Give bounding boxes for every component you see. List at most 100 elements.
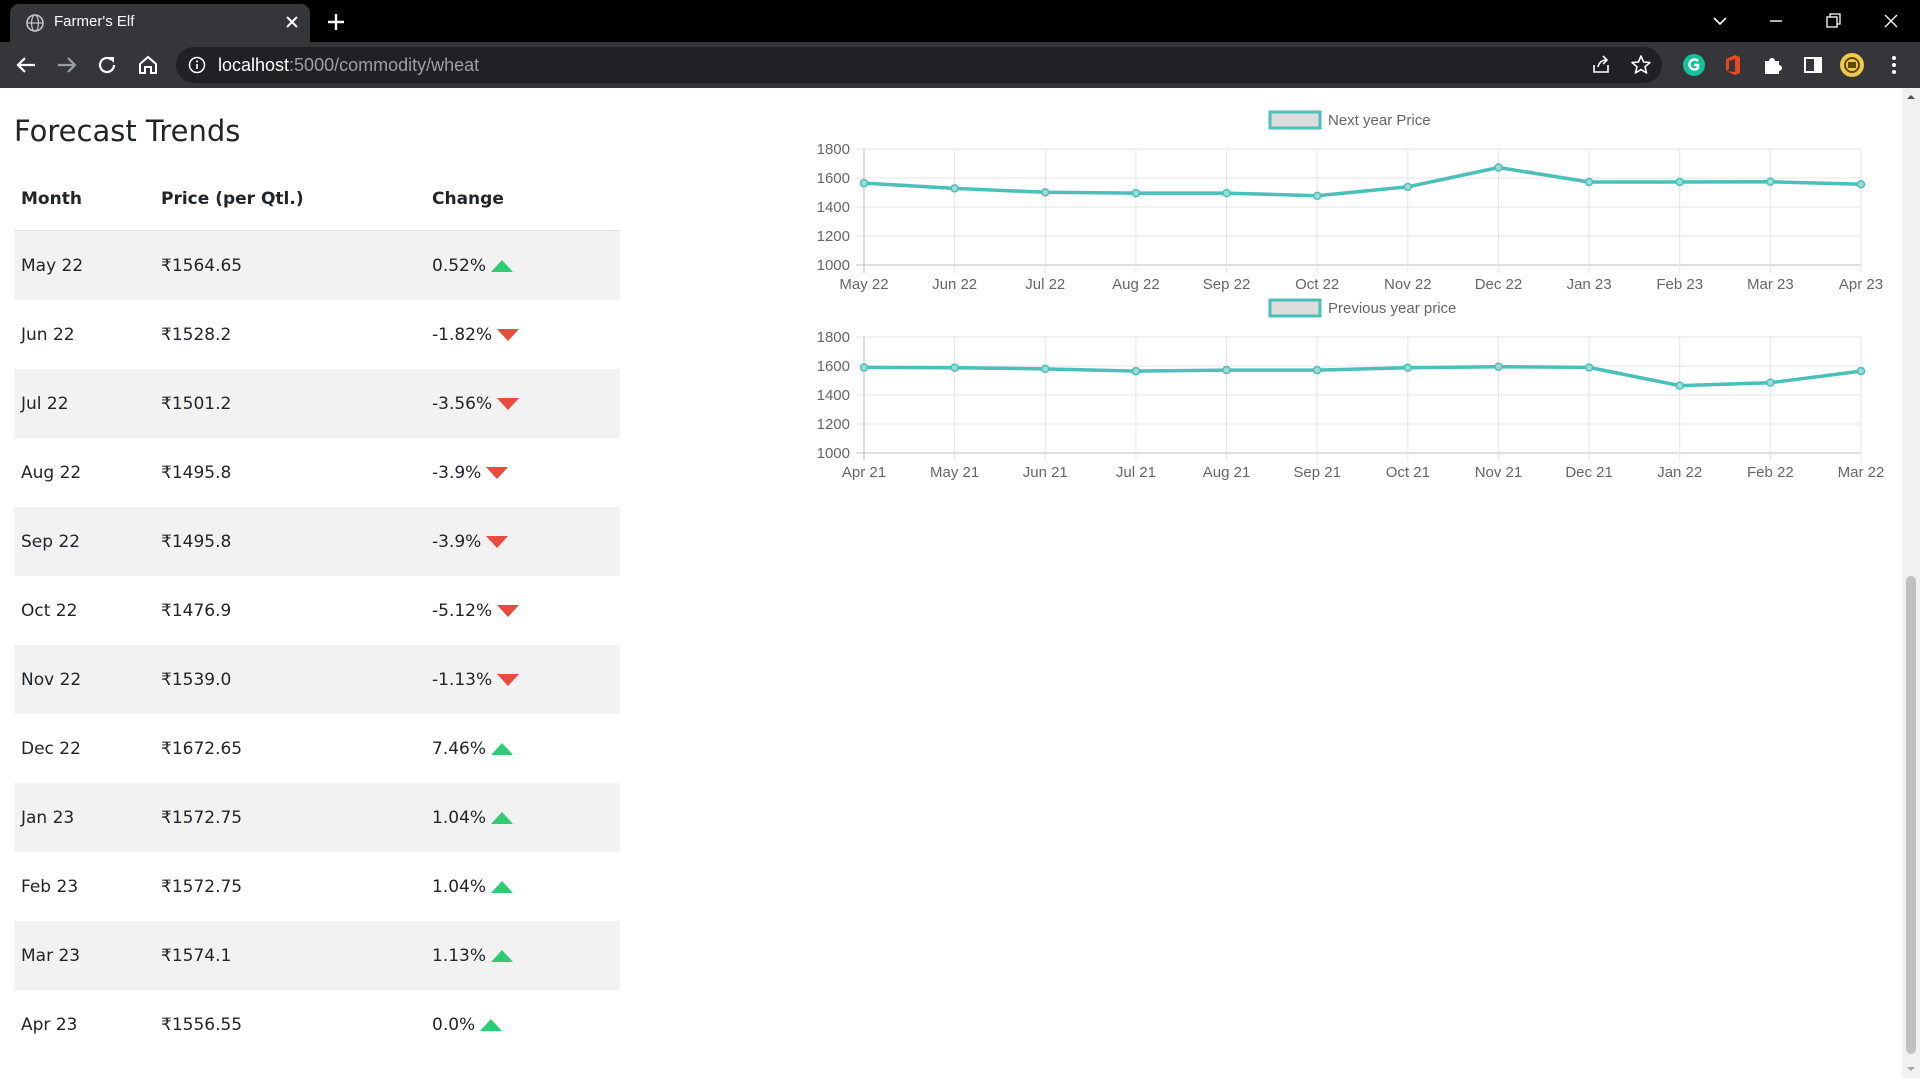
legend-swatch (1268, 110, 1322, 130)
data-point[interactable] (1131, 188, 1141, 198)
cell-change: -3.56% (425, 369, 620, 438)
restore-icon[interactable] (1818, 6, 1848, 36)
site-info-icon[interactable] (188, 56, 206, 74)
reload-icon[interactable] (91, 49, 123, 81)
close-tab-icon[interactable] (280, 10, 304, 34)
data-point[interactable] (950, 184, 959, 193)
table-body: May 22 ₹1564.65 0.52% Jun 22 ₹1528.2 -1.82% Ju… (14, 230, 620, 1060)
cell-change: -3.9% (425, 438, 620, 507)
x-tick-label: Nov 21 (1475, 464, 1523, 481)
browser-tab[interactable]: Farmer's Elf (10, 4, 310, 42)
data-point[interactable] (1856, 366, 1866, 376)
url-text[interactable]: localhost:5000/commodity/wheat (218, 55, 479, 76)
cell-change: -3.9% (425, 507, 620, 576)
globe-icon (26, 14, 44, 32)
office-icon[interactable] (1719, 51, 1747, 79)
data-point[interactable] (1403, 363, 1413, 372)
data-point[interactable] (1856, 180, 1866, 189)
close-window-icon[interactable] (1876, 6, 1906, 36)
tab-strip: Farmer's Elf (0, 0, 1920, 42)
cell-price: ₹1572.75 (154, 783, 425, 852)
scroll-up-icon[interactable] (1906, 92, 1916, 102)
data-point[interactable] (1494, 163, 1503, 172)
new-tab-icon[interactable] (322, 8, 350, 36)
triangle-up-icon (491, 259, 514, 272)
data-point[interactable] (1041, 188, 1050, 197)
data-point[interactable] (1494, 362, 1503, 371)
back-icon[interactable] (10, 49, 42, 81)
data-point[interactable] (1766, 378, 1775, 387)
x-tick-label: Mar 22 (1838, 464, 1885, 481)
cell-month: Feb 23 (21, 876, 79, 897)
cell-price: ₹1495.8 (161, 462, 232, 483)
data-point[interactable] (1222, 365, 1231, 375)
y-tick-label: 1600 (817, 170, 850, 187)
header-change: Change (425, 168, 620, 231)
y-tick-label: 1800 (817, 329, 850, 346)
minimize-icon[interactable] (1761, 6, 1791, 36)
data-point[interactable] (1766, 177, 1775, 187)
cell-price: ₹1495.8 (154, 507, 425, 576)
share-icon[interactable] (1590, 54, 1612, 76)
data-point[interactable] (1131, 366, 1141, 376)
triangle-down-icon (486, 535, 509, 548)
profile-avatar-icon[interactable] (1838, 51, 1866, 79)
data-point[interactable] (859, 363, 869, 372)
triangle-up-icon (491, 880, 514, 893)
cell-month: Jun 22 (21, 324, 75, 345)
tab-search-icon[interactable] (1705, 6, 1735, 36)
data-point[interactable] (1312, 365, 1322, 375)
forward-icon[interactable] (51, 49, 83, 81)
cell-change: 1.04% (425, 783, 620, 852)
menu-kebab-icon[interactable] (1880, 51, 1908, 79)
tab-title: Farmer's Elf (54, 13, 135, 30)
page-scrollbar[interactable] (1902, 88, 1920, 1078)
grammarly-icon[interactable] (1680, 51, 1708, 79)
data-point[interactable] (1584, 363, 1594, 372)
cell-change: -1.13% (425, 645, 620, 714)
line-chart-svg: Previous year price 1000 1200 1400 1600 1800 A… (817, 298, 1885, 481)
data-point[interactable] (1041, 364, 1050, 374)
triangle-up-icon (491, 811, 514, 824)
data-point[interactable] (1312, 191, 1322, 201)
series-line (863, 165, 1862, 198)
change-value: -3.9% (432, 531, 482, 552)
cell-month: Oct 22 (21, 600, 78, 621)
data-point[interactable] (1675, 177, 1684, 187)
change-value: -3.56% (432, 393, 493, 414)
cell-month: Mar 23 (14, 921, 154, 990)
table-row: Nov 22 ₹1539.0 -1.13% (14, 645, 620, 714)
bookmark-star-icon[interactable] (1630, 54, 1652, 76)
cell-change: 1.13% (425, 921, 620, 990)
legend-label: Next year Price (1328, 112, 1431, 129)
cell-price: ₹1564.65 (154, 230, 425, 300)
x-tick-label: May 22 (839, 276, 888, 293)
data-point[interactable] (1675, 381, 1684, 390)
legend-label: Previous year price (1328, 300, 1456, 317)
scroll-down-icon[interactable] (1906, 1064, 1916, 1074)
address-bar[interactable]: localhost:5000/commodity/wheat (176, 47, 1662, 83)
data-point[interactable] (950, 363, 959, 372)
home-icon[interactable] (132, 49, 164, 81)
change-value: -3.9% (432, 462, 482, 483)
table-row: Jun 22 ₹1528.2 -1.82% (14, 300, 620, 369)
x-tick-label: Sep 21 (1293, 464, 1341, 481)
cell-month: Sep 22 (14, 507, 154, 576)
page-title: Forecast Trends (14, 114, 241, 148)
data-point[interactable] (859, 178, 869, 188)
extensions-icon[interactable] (1759, 51, 1787, 79)
triangle-down-icon (497, 673, 520, 686)
header-month: Month (14, 168, 154, 231)
data-point[interactable] (1403, 182, 1413, 192)
x-tick-label: Apr 21 (842, 464, 886, 481)
data-point[interactable] (1584, 177, 1594, 187)
triangle-down-icon (486, 466, 509, 479)
cell-month: Dec 22 (21, 738, 81, 759)
table-header-row: Month Price (per Qtl.) Change (14, 168, 620, 231)
scrollbar-thumb[interactable] (1906, 576, 1916, 1054)
x-tick-label: Jan 23 (1567, 276, 1612, 293)
x-tick-label: Jul 22 (1025, 276, 1065, 293)
legend-swatch (1268, 298, 1322, 318)
side-panel-icon[interactable] (1799, 51, 1827, 79)
data-point[interactable] (1222, 188, 1231, 198)
